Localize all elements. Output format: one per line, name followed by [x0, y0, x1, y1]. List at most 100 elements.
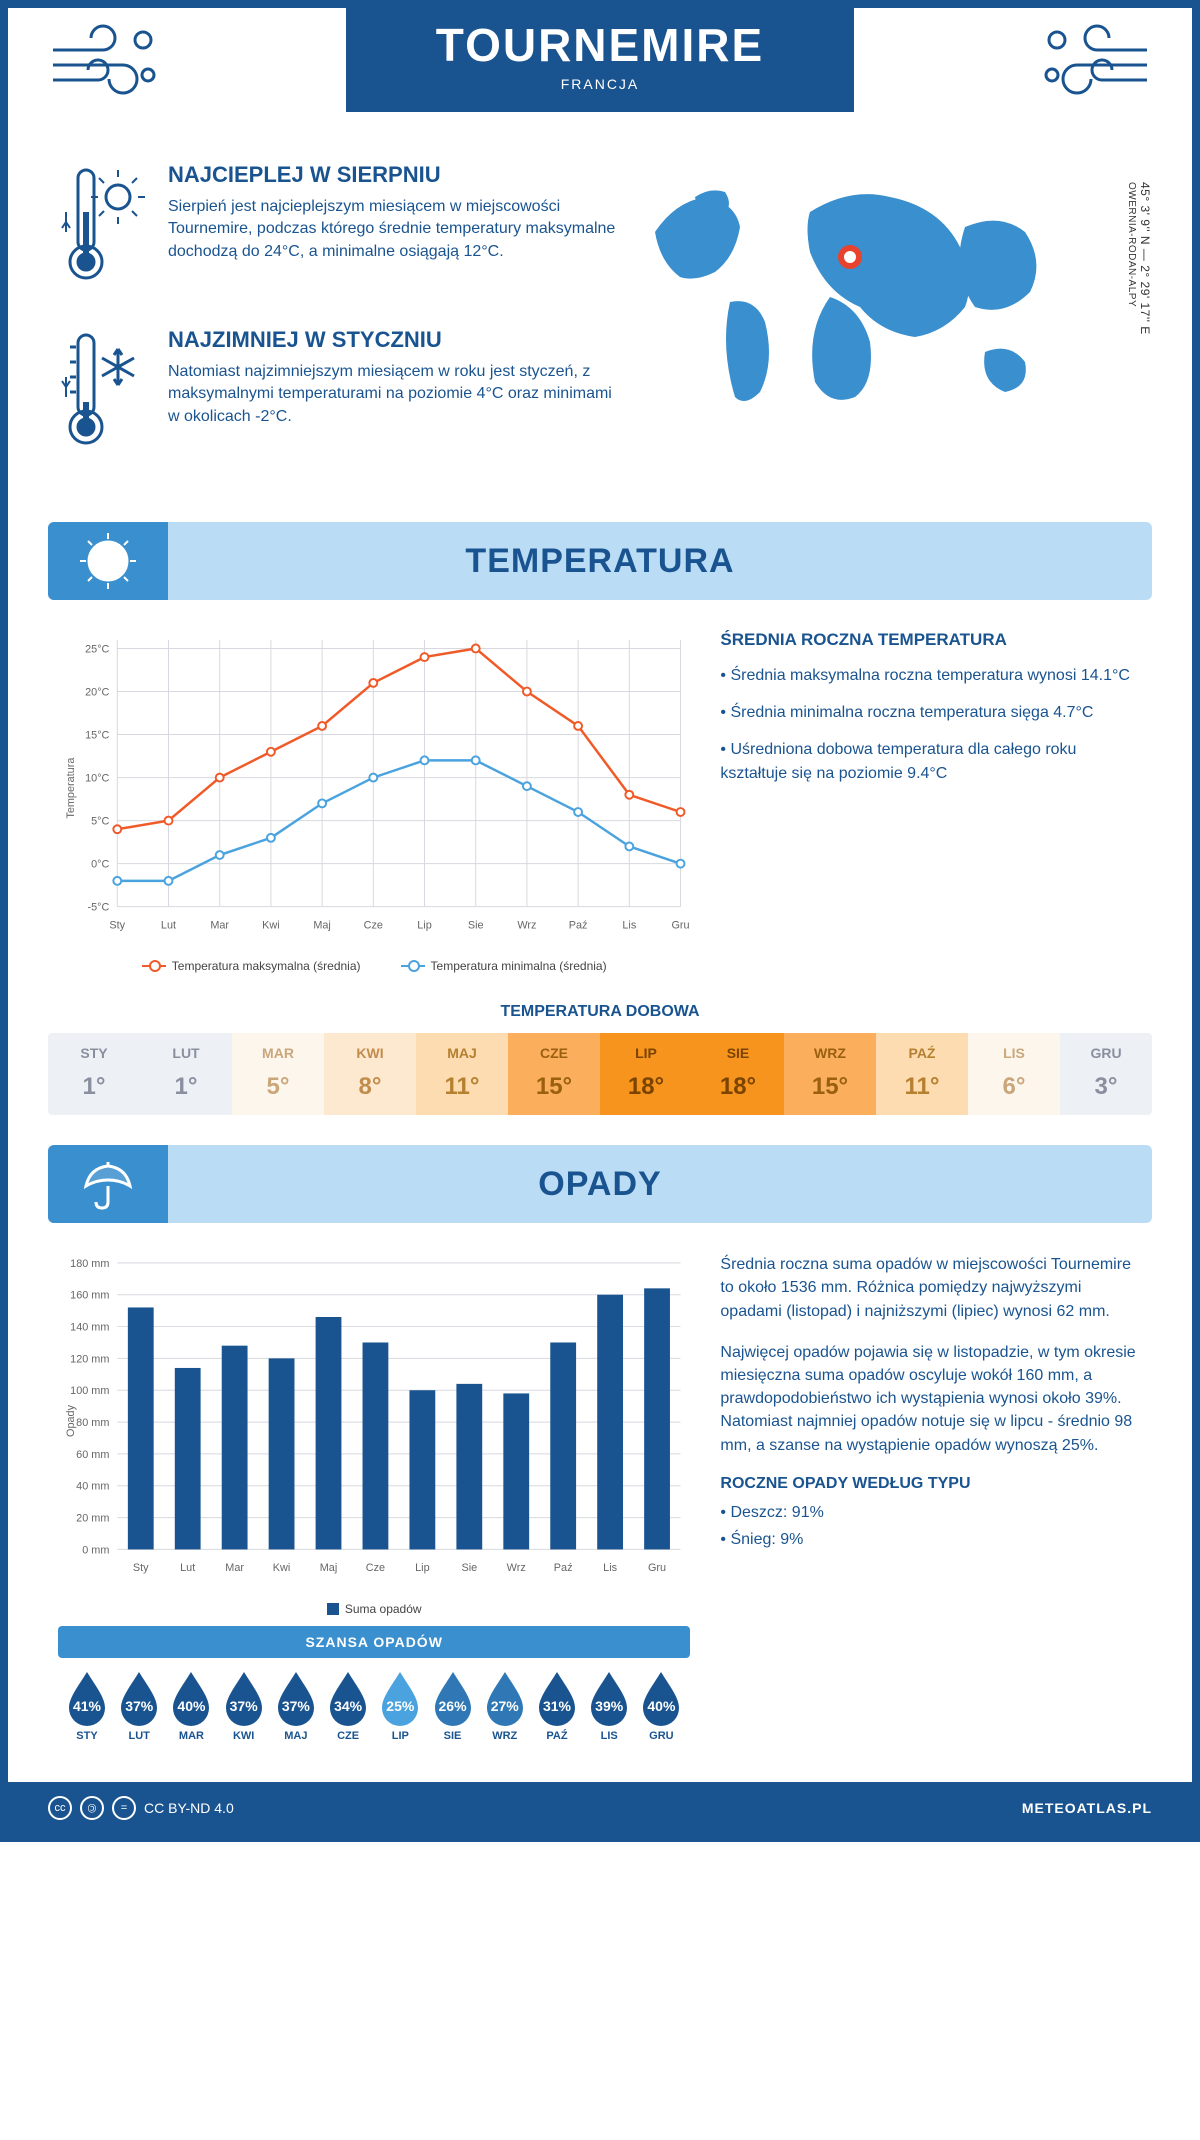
- wind-icon: [48, 20, 168, 100]
- chance-drop: 39%LIS: [584, 1668, 634, 1742]
- avg-temp-title: ŚREDNIA ROCZNA TEMPERATURA: [720, 630, 1142, 650]
- svg-text:180 mm: 180 mm: [70, 1258, 109, 1270]
- svg-text:Gru: Gru: [648, 1562, 666, 1574]
- svg-text:Gru: Gru: [671, 919, 689, 931]
- svg-text:60 mm: 60 mm: [76, 1449, 109, 1461]
- svg-text:0°C: 0°C: [91, 859, 109, 871]
- chance-drop: 40%GRU: [636, 1668, 686, 1742]
- daily-cell: LIP18°: [600, 1033, 692, 1115]
- svg-text:15°C: 15°C: [85, 730, 109, 742]
- daily-cell: CZE15°: [508, 1033, 600, 1115]
- svg-text:0 mm: 0 mm: [82, 1545, 109, 1557]
- svg-text:10°C: 10°C: [85, 773, 109, 785]
- svg-text:20 mm: 20 mm: [76, 1513, 109, 1525]
- svg-text:Lip: Lip: [417, 919, 432, 931]
- svg-text:-5°C: -5°C: [88, 902, 110, 914]
- chance-drop: 27%WRZ: [480, 1668, 530, 1742]
- chance-drop: 37%KWI: [219, 1668, 269, 1742]
- coordinates: 45° 3' 9'' N — 2° 29' 17'' E OWERNIA-ROD…: [1124, 182, 1152, 335]
- title-block: TOURNEMIRE FRANCJA: [346, 0, 854, 112]
- nd-icon: =: [112, 1796, 136, 1820]
- svg-text:Paź: Paź: [554, 1562, 573, 1574]
- precip-type-title: ROCZNE OPADY WEDŁUG TYPU: [720, 1475, 1142, 1493]
- temp-side-line: • Uśredniona dobowa temperatura dla całe…: [720, 738, 1142, 784]
- daily-cell: PAŹ11°: [876, 1033, 968, 1115]
- temperature-section-header: TEMPERATURA: [48, 522, 1152, 600]
- svg-text:Paź: Paź: [569, 919, 588, 931]
- svg-text:Cze: Cze: [364, 919, 383, 931]
- daily-cell: GRU3°: [1060, 1033, 1152, 1115]
- daily-cell: MAR5°: [232, 1033, 324, 1115]
- site-name: METEOATLAS.PL: [1022, 1800, 1152, 1816]
- daily-cell: LIS6°: [968, 1033, 1060, 1115]
- svg-text:Opady: Opady: [65, 1405, 77, 1438]
- country-label: FRANCJA: [436, 76, 764, 92]
- chance-drop: 34%CZE: [323, 1668, 373, 1742]
- daily-temp-table: STY1°LUT1°MAR5°KWI8°MAJ11°CZE15°LIP18°SI…: [48, 1033, 1152, 1115]
- temperature-line-chart: -5°C0°C5°C10°C15°C20°C25°CStyLutMarKwiMa…: [58, 630, 690, 946]
- chance-drop: 31%PAŹ: [532, 1668, 582, 1742]
- license: cc 🄯 = CC BY-ND 4.0: [48, 1796, 234, 1820]
- svg-text:Sie: Sie: [461, 1562, 477, 1574]
- svg-text:Sie: Sie: [468, 919, 484, 931]
- daily-cell: WRZ15°: [784, 1033, 876, 1115]
- cold-title: NAJZIMNIEJ W STYCZNIU: [168, 327, 615, 353]
- by-icon: 🄯: [80, 1796, 104, 1820]
- chance-drop: 26%SIE: [428, 1668, 478, 1742]
- svg-text:Sty: Sty: [133, 1562, 149, 1574]
- svg-text:Sty: Sty: [109, 919, 125, 931]
- svg-text:Lip: Lip: [415, 1562, 430, 1574]
- svg-text:Kwi: Kwi: [262, 919, 280, 931]
- svg-text:Cze: Cze: [366, 1562, 385, 1574]
- wind-icon: [1032, 20, 1152, 100]
- daily-cell: MAJ11°: [416, 1033, 508, 1115]
- world-map: [635, 162, 1065, 422]
- daily-cell: LUT1°: [140, 1033, 232, 1115]
- precipitation-chance-row: 41%STY37%LUT40%MAR37%KWI37%MAJ34%CZE25%L…: [58, 1668, 690, 1752]
- svg-text:Maj: Maj: [313, 919, 331, 931]
- svg-text:100 mm: 100 mm: [70, 1385, 109, 1397]
- svg-text:Maj: Maj: [320, 1562, 338, 1574]
- precip-text-2: Najwięcej opadów pojawia się w listopadz…: [720, 1341, 1142, 1457]
- svg-text:25°C: 25°C: [85, 643, 109, 655]
- chance-drop: 41%STY: [62, 1668, 112, 1742]
- daily-cell: KWI8°: [324, 1033, 416, 1115]
- svg-text:Mar: Mar: [210, 919, 229, 931]
- svg-text:140 mm: 140 mm: [70, 1322, 109, 1334]
- svg-text:Lut: Lut: [180, 1562, 195, 1574]
- thermometer-cold-icon: [58, 327, 148, 462]
- svg-text:Kwi: Kwi: [273, 1562, 291, 1574]
- temp-side-line: • Średnia maksymalna roczna temperatura …: [720, 664, 1142, 687]
- svg-text:Lut: Lut: [161, 919, 176, 931]
- svg-text:160 mm: 160 mm: [70, 1290, 109, 1302]
- bar-chart-legend: Suma opadów: [58, 1602, 690, 1616]
- svg-text:Lis: Lis: [622, 919, 636, 931]
- daily-temp-title: TEMPERATURA DOBOWA: [8, 1003, 1192, 1021]
- thermometer-hot-icon: [58, 162, 148, 297]
- svg-text:40 mm: 40 mm: [76, 1481, 109, 1493]
- warm-text: Sierpień jest najcieplejszym miesiącem w…: [168, 196, 615, 263]
- svg-text:120 mm: 120 mm: [70, 1354, 109, 1366]
- line-chart-legend: Temperatura maksymalna (średnia) Tempera…: [58, 959, 690, 973]
- cold-text: Natomiast najzimniejszym miesiącem w rok…: [168, 361, 615, 428]
- chance-header: SZANSA OPADÓW: [58, 1626, 690, 1658]
- svg-text:Wrz: Wrz: [517, 919, 536, 931]
- warm-title: NAJCIEPLEJ W SIERPNIU: [168, 162, 615, 188]
- svg-text:80 mm: 80 mm: [76, 1417, 109, 1429]
- svg-text:Temperatura: Temperatura: [65, 757, 77, 819]
- cc-icon: cc: [48, 1796, 72, 1820]
- chance-drop: 25%LIP: [375, 1668, 425, 1742]
- svg-text:Mar: Mar: [225, 1562, 244, 1574]
- precip-type-line: • Śnieg: 9%: [720, 1528, 1142, 1551]
- daily-cell: STY1°: [48, 1033, 140, 1115]
- svg-text:20°C: 20°C: [85, 686, 109, 698]
- precip-section-header: OPADY: [48, 1145, 1152, 1223]
- temp-side-line: • Średnia minimalna roczna temperatura s…: [720, 701, 1142, 724]
- chance-drop: 37%MAJ: [271, 1668, 321, 1742]
- svg-text:Wrz: Wrz: [507, 1562, 526, 1574]
- chance-drop: 40%MAR: [166, 1668, 216, 1742]
- daily-cell: SIE18°: [692, 1033, 784, 1115]
- svg-text:Lis: Lis: [603, 1562, 617, 1574]
- page-title: TOURNEMIRE: [436, 18, 764, 72]
- precip-type-line: • Deszcz: 91%: [720, 1501, 1142, 1524]
